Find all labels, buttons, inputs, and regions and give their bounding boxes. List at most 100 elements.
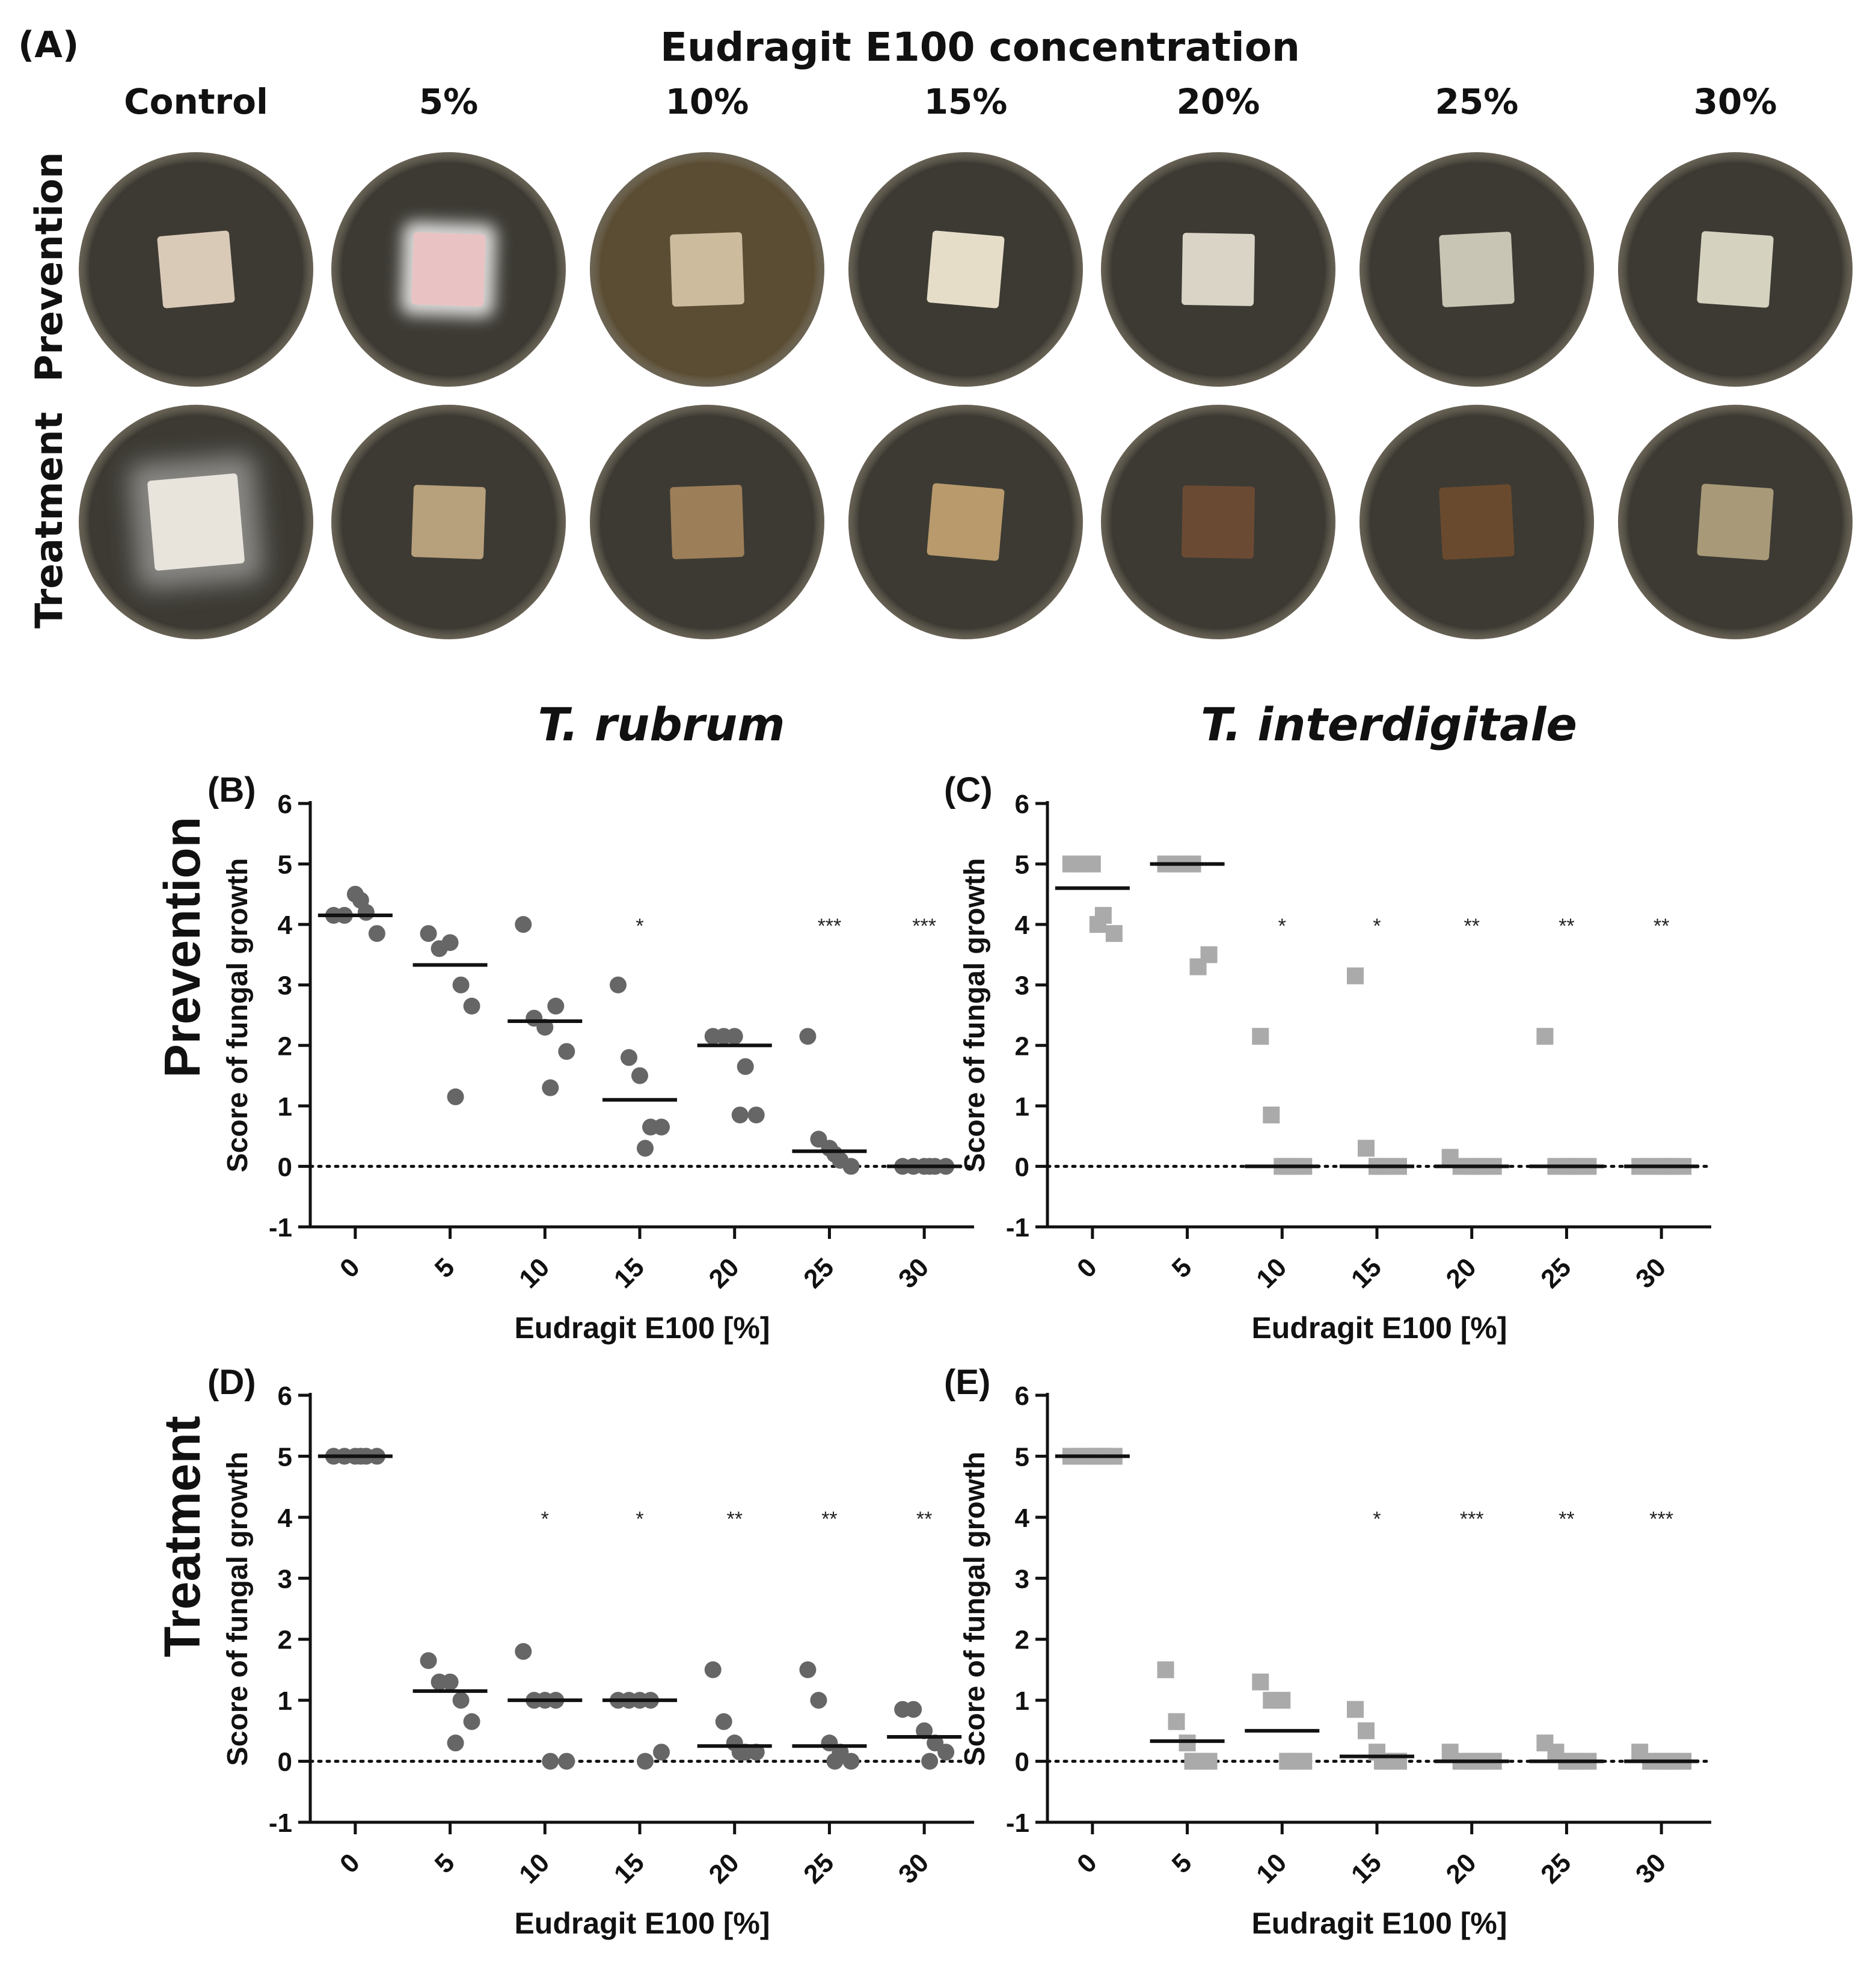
data-point [420, 925, 437, 942]
x-tick-label: 15 [608, 1848, 650, 1889]
x-tick-label: 30 [893, 1848, 934, 1889]
data-point [1295, 1753, 1313, 1770]
data-point [1252, 1028, 1269, 1045]
petri-dish [331, 152, 566, 387]
petri-dish [1101, 405, 1335, 639]
y-tick-label: -1 [269, 1808, 292, 1838]
data-point [1347, 967, 1364, 985]
x-tick-label: 5 [1166, 1848, 1198, 1879]
data-point [799, 1028, 817, 1045]
data-point [1200, 946, 1218, 963]
data-point [842, 1158, 860, 1175]
x-tick-label: 25 [1535, 1848, 1577, 1889]
data-point [905, 1701, 922, 1718]
column-header-15: 15% [924, 81, 1008, 122]
significance-marker: *** [912, 915, 936, 938]
significance-marker: ** [726, 1508, 742, 1531]
significance-marker: * [541, 1508, 549, 1531]
petri-dish [590, 152, 824, 387]
x-tick-label: 20 [704, 1848, 745, 1889]
data-point [921, 1753, 939, 1770]
petri-dish [79, 152, 313, 387]
x-tick-label: 25 [798, 1848, 839, 1889]
y-tick-label: 1 [278, 1092, 292, 1122]
petri-dish [1359, 405, 1594, 639]
data-point [621, 1049, 637, 1066]
y-tick-label: 6 [1015, 1381, 1029, 1411]
y-tick-label: 2 [278, 1626, 292, 1655]
significance-marker: ** [1464, 915, 1479, 938]
petri-dish [1359, 152, 1594, 387]
x-tick-label: 30 [893, 1252, 934, 1294]
data-point [1274, 1692, 1291, 1709]
y-tick-label: 6 [278, 1381, 292, 1411]
x-axis-title: Eudragit E100 [%] [514, 1906, 770, 1940]
y-tick-label: 6 [278, 790, 292, 819]
y-tick-label: 5 [278, 850, 292, 880]
y-tick-label: 3 [278, 971, 292, 1001]
data-point [631, 1067, 648, 1084]
data-point [610, 976, 627, 994]
data-point [731, 1106, 749, 1123]
data-point [542, 1753, 559, 1770]
y-tick-label: 0 [278, 1748, 292, 1777]
x-tick-label: 5 [429, 1252, 461, 1283]
data-point [447, 1734, 464, 1752]
panel-label-c: (C) [944, 770, 993, 809]
column-header-control: Control [124, 81, 268, 122]
x-tick-label: 10 [513, 1252, 555, 1294]
data-point [737, 1058, 754, 1075]
y-tick-label: 3 [278, 1564, 292, 1594]
x-tick-label: 5 [429, 1848, 461, 1879]
data-point [1105, 925, 1123, 942]
data-point [420, 1652, 437, 1670]
data-point [1536, 1028, 1554, 1045]
data-point [1252, 1673, 1269, 1691]
species-title-rubrum: T. rubrum [538, 698, 785, 751]
data-point [368, 925, 385, 942]
significance-marker: ** [1654, 915, 1669, 938]
y-tick-label: 1 [1015, 1092, 1029, 1122]
data-point [463, 997, 480, 1015]
panel-label-e: (E) [944, 1363, 990, 1402]
data-point [810, 1692, 827, 1709]
y-axis-title: Score of fungal growth [959, 858, 991, 1173]
data-point [441, 934, 459, 951]
y-tick-label: 3 [1015, 971, 1029, 1001]
significance-marker: ** [1559, 915, 1574, 938]
petri-dish [79, 405, 313, 639]
data-point [704, 1661, 722, 1679]
data-point [452, 1692, 470, 1709]
x-tick-label: 0 [334, 1252, 366, 1283]
data-point [1279, 1753, 1296, 1770]
column-header-25: 25% [1435, 81, 1519, 122]
x-tick-label: 30 [1630, 1252, 1672, 1294]
significance-marker: * [1373, 915, 1381, 938]
x-axis-title: Eudragit E100 [%] [1251, 1311, 1507, 1345]
y-tick-label: 1 [278, 1686, 292, 1716]
data-point [452, 976, 470, 994]
x-tick-label: 25 [1535, 1252, 1577, 1294]
data-point [637, 1140, 654, 1157]
significance-marker: * [636, 1508, 643, 1531]
column-header-10: 10% [665, 81, 749, 122]
significance-marker: * [1373, 1508, 1381, 1531]
significance-marker: ** [916, 1508, 932, 1531]
data-point [1347, 1701, 1364, 1718]
data-point [1179, 1734, 1196, 1752]
data-point [542, 1079, 559, 1096]
petri-dish [331, 405, 566, 639]
panel-a-title: Eudragit E100 concentration [660, 24, 1301, 70]
data-point [1200, 1753, 1218, 1770]
data-point [1358, 1140, 1375, 1157]
y-tick-label: 0 [1015, 1748, 1029, 1777]
y-axis-title: Score of fungal growth [222, 1452, 254, 1766]
data-point [937, 1743, 955, 1761]
x-tick-label: 30 [1630, 1848, 1672, 1889]
data-point [747, 1743, 765, 1761]
x-tick-label: 20 [1441, 1848, 1482, 1889]
data-point [1084, 855, 1101, 873]
column-header-20: 20% [1176, 81, 1260, 122]
data-point [726, 1028, 743, 1045]
